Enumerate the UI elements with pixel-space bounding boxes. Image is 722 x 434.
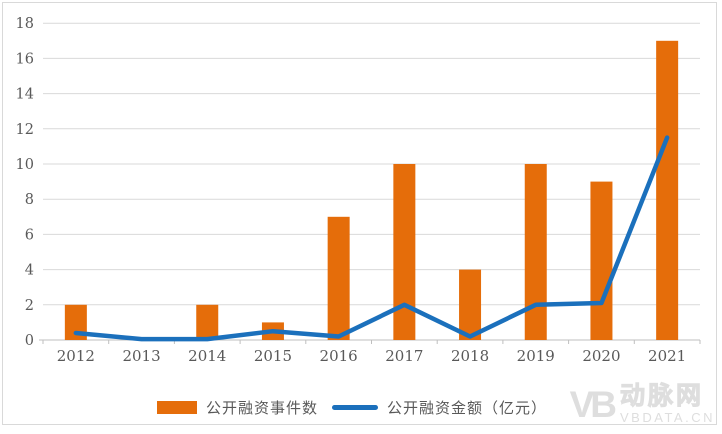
x-axis-label: 2015: [254, 347, 292, 365]
x-axis-label: 2021: [648, 347, 686, 365]
x-axis-label: 2016: [320, 347, 358, 365]
y-axis-label: 0: [25, 333, 34, 349]
bar-2020: [590, 181, 613, 340]
y-axis-label: 14: [16, 87, 34, 103]
y-axis-label: 6: [25, 227, 34, 243]
bar-2021: [656, 40, 679, 341]
chart-legend: 公开融资事件数 公开融资金额（亿元）: [157, 397, 547, 418]
y-axis-label: 18: [16, 16, 34, 32]
bar-2016: [327, 216, 350, 340]
vb-logo-icon: VB: [569, 383, 617, 425]
x-axis-label: 2020: [582, 347, 620, 365]
legend-bar-label: 公开融资事件数: [206, 400, 319, 417]
x-axis-label: 2014: [188, 347, 226, 365]
watermark: VB 动脉网 VBDATA.CN: [569, 382, 715, 425]
legend-bar-swatch: [157, 401, 197, 414]
y-axis-label: 2: [25, 298, 34, 314]
legend-line-swatch: [332, 405, 379, 410]
x-axis-label: 2018: [451, 347, 489, 365]
watermark-site: VBDATA.CN: [620, 410, 715, 425]
bar-2012: [64, 304, 87, 340]
bar-2017: [393, 164, 416, 340]
y-axis-label: 10: [16, 157, 34, 173]
x-axis-label: 2013: [122, 347, 160, 365]
bar-2019: [524, 164, 547, 340]
x-axis-label: 2017: [385, 347, 423, 365]
x-axis-label: 2012: [57, 347, 95, 365]
legend-line-label: 公开融资金额（亿元）: [387, 400, 548, 417]
bar-2018: [459, 269, 482, 340]
watermark-brand: 动脉网: [620, 382, 705, 410]
y-axis-label: 16: [16, 51, 34, 67]
bar-2014: [196, 304, 219, 340]
y-axis-label: 4: [25, 263, 34, 279]
y-axis-label: 12: [16, 122, 34, 138]
y-axis-label: 8: [25, 192, 34, 208]
line-series: [73, 135, 670, 342]
x-axis-label: 2019: [517, 347, 555, 365]
